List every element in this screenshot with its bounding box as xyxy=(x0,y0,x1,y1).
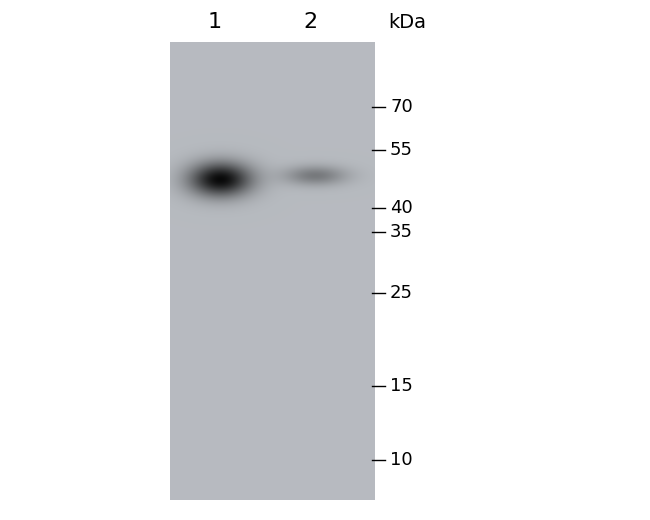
Text: 70: 70 xyxy=(390,98,413,115)
Text: 55: 55 xyxy=(390,141,413,160)
Text: 10: 10 xyxy=(390,450,413,469)
Text: 25: 25 xyxy=(390,284,413,303)
Text: 2: 2 xyxy=(303,12,317,32)
FancyBboxPatch shape xyxy=(170,42,375,500)
Text: 40: 40 xyxy=(390,199,413,217)
Text: 1: 1 xyxy=(208,12,222,32)
Text: 35: 35 xyxy=(390,224,413,241)
Text: 15: 15 xyxy=(390,377,413,395)
Text: kDa: kDa xyxy=(388,12,426,32)
